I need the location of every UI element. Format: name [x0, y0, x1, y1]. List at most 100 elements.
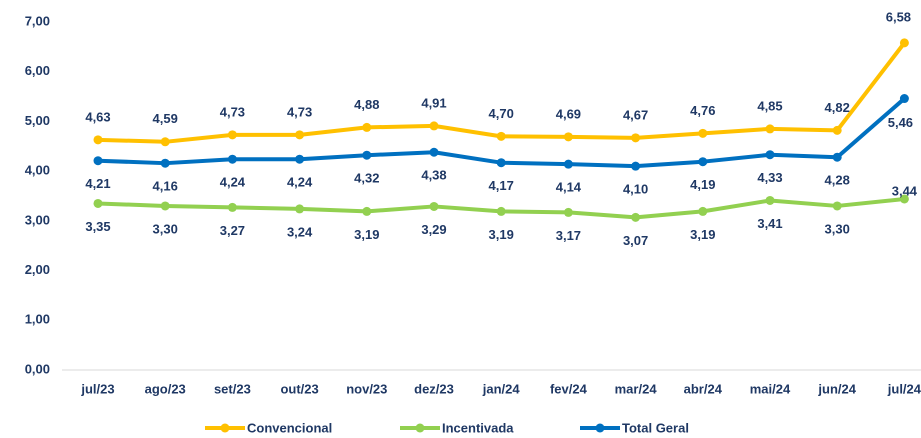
point	[295, 204, 305, 214]
point	[765, 150, 775, 160]
point	[631, 133, 641, 143]
y-tick-label: 4,00	[25, 163, 50, 178]
data-label: 4,16	[153, 179, 178, 194]
x-tick-label: jul/24	[887, 381, 921, 396]
data-label: 4,38	[421, 168, 446, 183]
x-tick-label: fev/24	[550, 381, 588, 396]
x-tick-label: set/23	[214, 381, 251, 396]
point	[496, 206, 506, 216]
data-label: 3,44	[892, 183, 918, 198]
data-label: 4,24	[220, 175, 246, 190]
data-label: 4,85	[757, 98, 782, 113]
legend-marker	[220, 423, 230, 433]
x-tick-label: ago/23	[145, 381, 186, 396]
x-tick-label: mai/24	[750, 381, 791, 396]
data-label: 3,17	[556, 228, 581, 243]
point	[698, 157, 708, 167]
x-tick-label: jun/24	[817, 381, 856, 396]
y-tick-label: 0,00	[25, 361, 50, 376]
point	[698, 128, 708, 138]
point	[160, 137, 170, 147]
data-label: 5,46	[888, 115, 913, 130]
data-label: 4,21	[85, 176, 110, 191]
series-line	[97, 41, 906, 144]
data-label: 4,67	[623, 107, 648, 122]
y-tick-label: 5,00	[25, 113, 50, 128]
y-tick-label: 7,00	[25, 13, 50, 28]
data-label: 3,19	[690, 227, 715, 242]
data-label: 4,17	[489, 178, 514, 193]
data-label: 3,29	[421, 222, 446, 237]
point	[227, 202, 237, 212]
data-label: 6,58	[886, 9, 911, 24]
point	[832, 125, 842, 135]
point	[496, 158, 506, 168]
point	[631, 161, 641, 171]
data-label: 4,88	[354, 97, 379, 112]
data-label: 4,76	[690, 103, 715, 118]
point	[362, 150, 372, 160]
data-label: 4,63	[85, 109, 110, 124]
data-label: 4,82	[825, 100, 850, 115]
point	[563, 132, 573, 142]
data-label: 3,41	[757, 216, 782, 231]
point	[227, 154, 237, 164]
point	[899, 94, 909, 104]
point	[899, 38, 909, 48]
point	[429, 147, 439, 157]
point	[93, 156, 103, 166]
x-tick-label: mar/24	[615, 381, 658, 396]
point	[631, 212, 641, 222]
x-tick-label: dez/23	[414, 381, 454, 396]
x-tick-label: nov/23	[346, 381, 387, 396]
data-label: 4,14	[556, 180, 582, 195]
data-label: 4,70	[489, 106, 514, 121]
point	[160, 201, 170, 211]
x-tick-label: jul/23	[80, 381, 114, 396]
data-label: 4,10	[623, 182, 648, 197]
point	[765, 124, 775, 134]
legend-label: Incentivada	[442, 420, 514, 435]
data-label: 4,24	[287, 175, 313, 190]
data-label: 3,35	[85, 219, 110, 234]
y-tick-label: 3,00	[25, 212, 50, 227]
point	[429, 201, 439, 211]
point	[765, 195, 775, 205]
point	[698, 206, 708, 216]
point	[429, 121, 439, 131]
data-label: 3,27	[220, 223, 245, 238]
data-label: 3,19	[354, 227, 379, 242]
point	[93, 135, 103, 145]
point	[563, 207, 573, 217]
data-label: 4,69	[556, 106, 581, 121]
point	[362, 122, 372, 132]
legend-label: Total Geral	[622, 420, 689, 435]
point	[160, 158, 170, 168]
legend-marker	[415, 423, 425, 433]
x-tick-label: abr/24	[684, 381, 723, 396]
x-tick-label: out/23	[280, 381, 318, 396]
data-label: 3,30	[825, 221, 850, 236]
data-label: 3,07	[623, 233, 648, 248]
point	[295, 130, 305, 140]
point	[563, 159, 573, 169]
point	[362, 206, 372, 216]
data-label: 4,91	[421, 95, 446, 110]
legend-label: Convencional	[247, 420, 332, 435]
point	[832, 201, 842, 211]
point	[899, 194, 909, 204]
data-label: 4,19	[690, 177, 715, 192]
point	[496, 131, 506, 141]
data-label: 4,73	[287, 104, 312, 119]
point	[93, 198, 103, 208]
data-label: 4,33	[757, 170, 782, 185]
data-label: 3,30	[153, 221, 178, 236]
legend-marker	[595, 423, 605, 433]
y-tick-label: 1,00	[25, 312, 50, 327]
point	[227, 130, 237, 140]
data-label: 3,24	[287, 224, 313, 239]
data-label: 4,32	[354, 171, 379, 186]
point	[832, 152, 842, 162]
data-label: 3,19	[489, 227, 514, 242]
